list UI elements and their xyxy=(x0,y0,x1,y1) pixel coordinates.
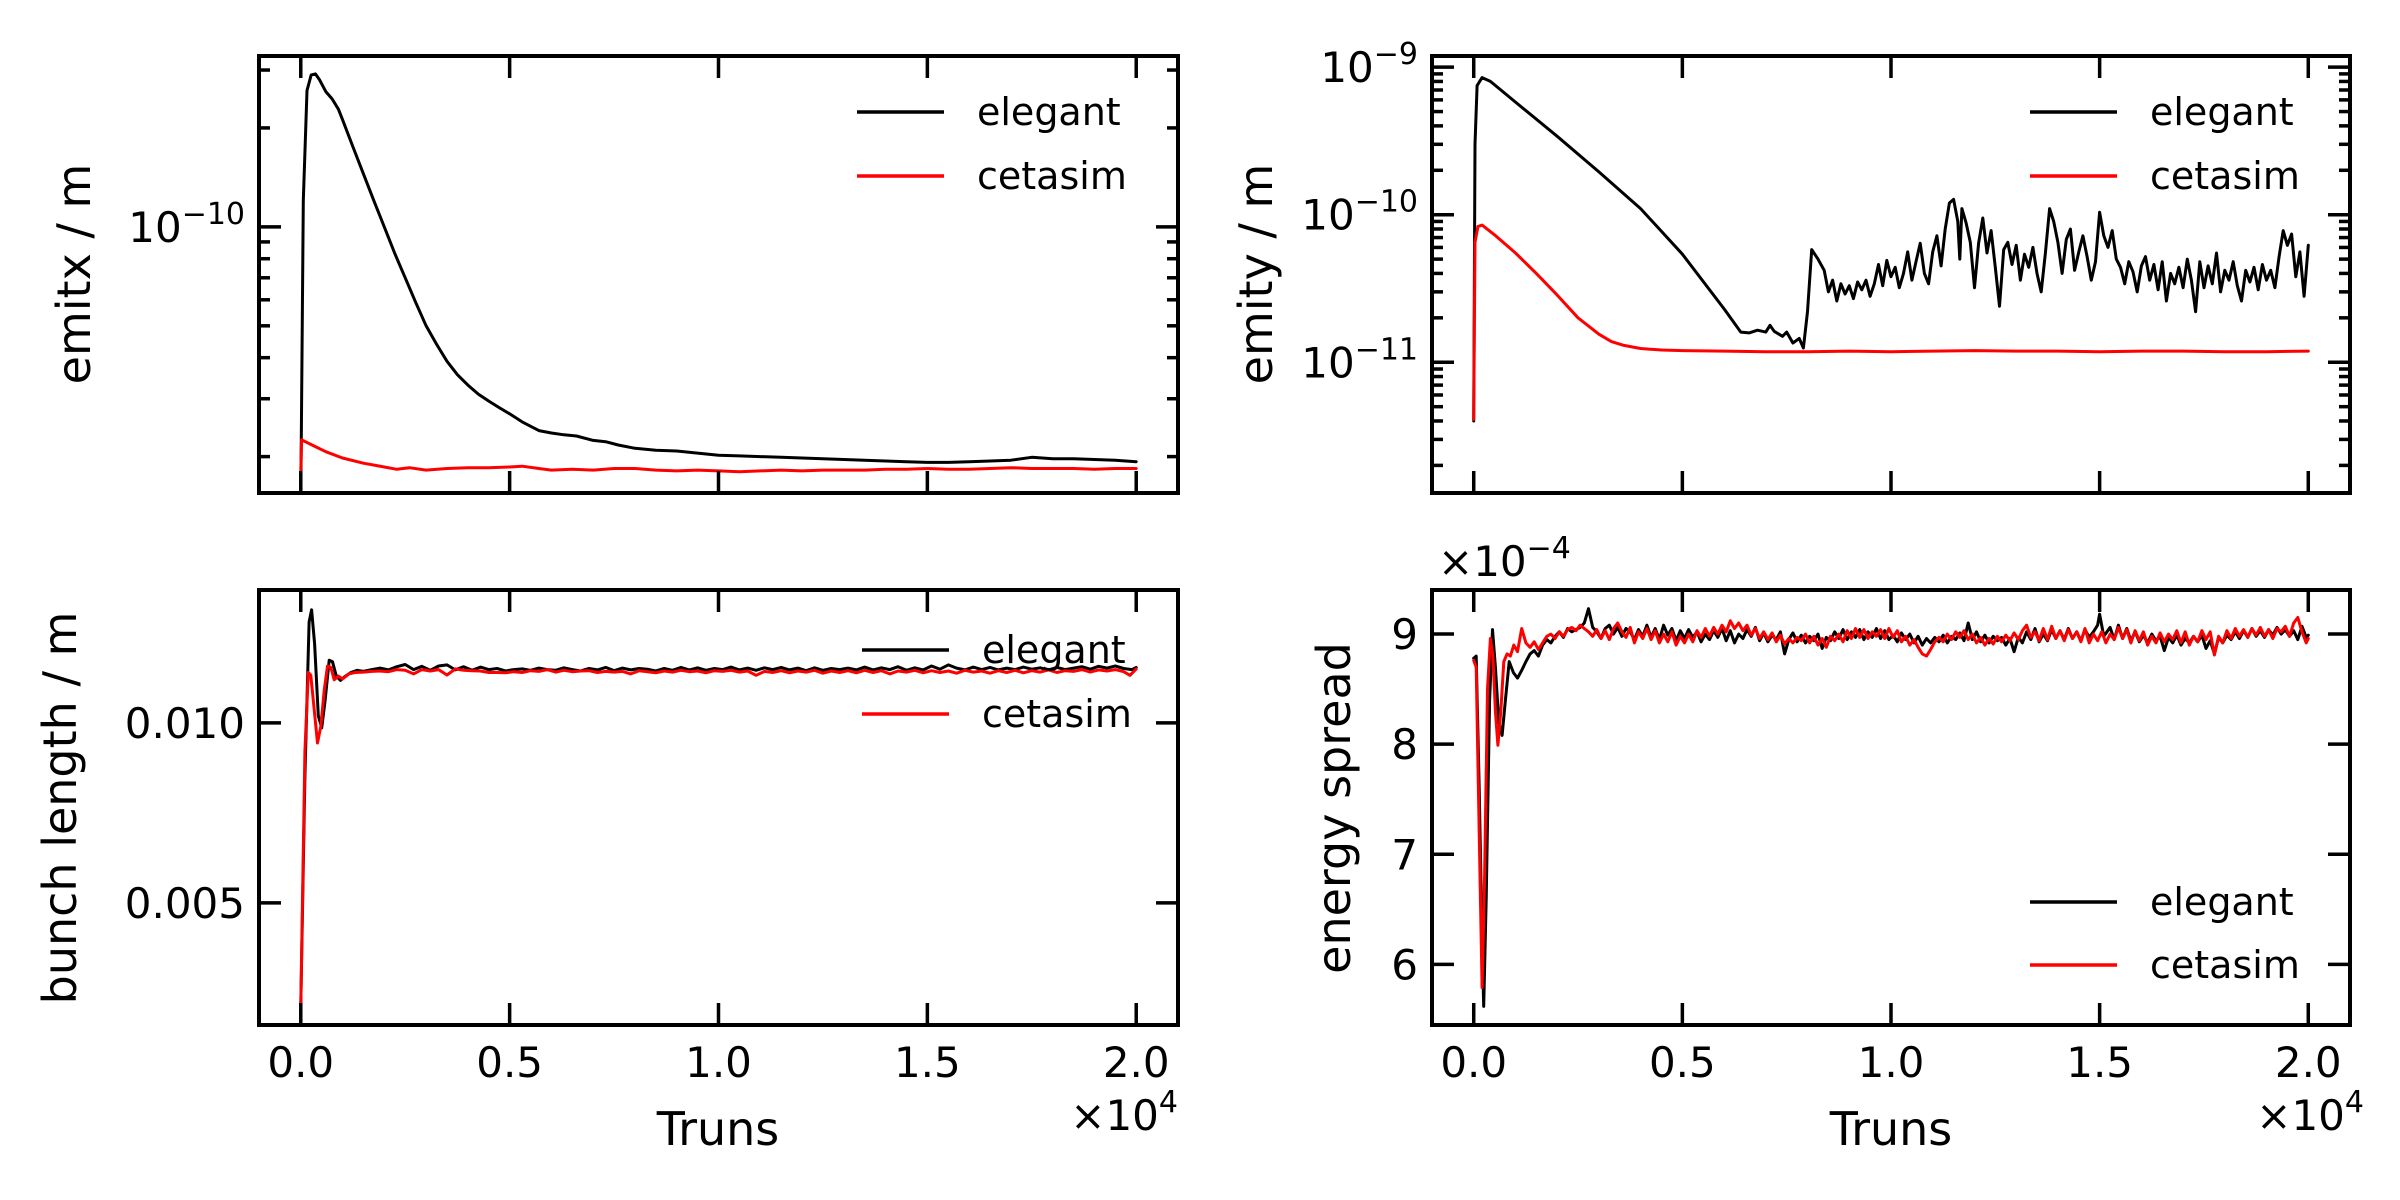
x-tick-label: 0.0 xyxy=(1440,1038,1507,1087)
y-tick-label: 9 xyxy=(1391,610,1418,659)
series-line-cetasim xyxy=(299,664,1138,1007)
axes-frame xyxy=(1430,588,2352,1027)
y-tick-label: 10−10 xyxy=(1301,185,1418,240)
y-axis-label: energy spread xyxy=(1307,642,1361,974)
legend: elegant cetasim xyxy=(2030,880,2300,987)
y-tick-label: 6 xyxy=(1391,940,1418,989)
legend-label-cetasim: cetasim xyxy=(2150,154,2300,198)
series-line-elegant xyxy=(1472,76,2310,423)
ticks-layer xyxy=(1432,590,2350,1025)
x-tick-label: 1.5 xyxy=(2066,1038,2133,1087)
y-tick-label-exponent: −10 xyxy=(1355,185,1418,220)
series-layer xyxy=(1472,76,2310,423)
y-tick-label-exponent: −9 xyxy=(1374,37,1418,72)
y-tick-label: 0.005 xyxy=(125,879,245,928)
series-line-cetasim xyxy=(299,438,1138,474)
y-tick-label: 7 xyxy=(1391,830,1418,879)
axes-frame xyxy=(257,54,1180,495)
x-offset-base: ×10 xyxy=(1070,1091,1159,1140)
y-tick-label-base: 10 xyxy=(128,203,181,252)
series-line-elegant xyxy=(299,608,1138,1007)
ticks-layer xyxy=(259,590,1178,1025)
y-tick-label-base: 10 xyxy=(1301,191,1354,240)
legend-label-elegant: elegant xyxy=(977,90,1121,134)
x-tick-label: 0.5 xyxy=(476,1038,543,1087)
series-layer xyxy=(299,608,1138,1007)
y-tick-label-exponent: −10 xyxy=(182,197,245,232)
x-axis-label: Truns xyxy=(1829,1102,1953,1156)
labels-layer: 0.0 0.5 1.0 1.5 2.0 6 7 8 9 xyxy=(1391,610,2341,1087)
y-tick-label: 8 xyxy=(1391,720,1418,769)
series-line-elegant xyxy=(299,72,1138,493)
y-tick-label-base: 10 xyxy=(1320,43,1373,92)
series-line-cetasim xyxy=(1472,616,2310,990)
series-layer xyxy=(1472,607,2310,1008)
x-tick-label: 1.0 xyxy=(1858,1038,1925,1087)
y-tick-label-base: 10 xyxy=(1301,338,1354,387)
axes-frame xyxy=(257,588,1180,1027)
x-tick-label: 0.0 xyxy=(267,1038,334,1087)
y-axis-label: bunch length / m xyxy=(33,612,87,1005)
y-tick-label: 0.010 xyxy=(125,699,245,748)
x-offset-label: ×104 xyxy=(1070,1085,1178,1140)
panel-bunch-length: 0.0 0.5 1.0 1.5 2.0 0.005 0.010 bunch length /… xyxy=(33,588,1180,1156)
x-axis-label: Truns xyxy=(656,1102,780,1156)
legend: elegant cetasim xyxy=(862,628,1132,736)
legend-label-cetasim: cetasim xyxy=(2150,943,2300,987)
x-offset-exponent: 4 xyxy=(1159,1085,1178,1120)
y-axis-label: emitx / m xyxy=(47,164,101,385)
y-offset-exponent: −4 xyxy=(1527,531,1571,566)
series-layer xyxy=(299,72,1138,493)
labels-layer: 10−10 xyxy=(128,197,245,252)
y-offset-base: ×10 xyxy=(1438,537,1527,586)
legend-label-cetasim: cetasim xyxy=(982,692,1132,736)
y-tick-label: 10−9 xyxy=(1320,37,1418,92)
x-offset-label: ×104 xyxy=(2256,1085,2364,1140)
x-offset-base: ×10 xyxy=(2256,1091,2345,1140)
series-line-cetasim xyxy=(1472,223,2310,421)
x-tick-label: 2.0 xyxy=(2275,1038,2342,1087)
y-axis-label: emity / m xyxy=(1229,164,1283,385)
y-offset-label: ×10−4 xyxy=(1438,531,1571,586)
legend: elegant cetasim xyxy=(857,90,1127,198)
x-offset-exponent: 4 xyxy=(2345,1085,2364,1120)
legend-label-cetasim: cetasim xyxy=(977,154,1127,198)
ticks-layer xyxy=(259,56,1178,493)
labels-layer: 0.0 0.5 1.0 1.5 2.0 0.005 0.010 xyxy=(125,699,1170,1087)
y-tick-label-exponent: −11 xyxy=(1355,332,1418,367)
legend-label-elegant: elegant xyxy=(2150,880,2294,924)
panel-emitx: 10−10 emitx / m elegant cetasim xyxy=(47,54,1180,495)
x-tick-label: 2.0 xyxy=(1103,1038,1170,1087)
legend: elegant cetasim xyxy=(2030,90,2300,198)
legend-label-elegant: elegant xyxy=(2150,90,2294,134)
x-tick-label: 1.5 xyxy=(894,1038,961,1087)
x-tick-label: 0.5 xyxy=(1649,1038,1716,1087)
y-tick-label: 10−10 xyxy=(128,197,245,252)
y-tick-label: 10−11 xyxy=(1301,332,1418,387)
legend-label-elegant: elegant xyxy=(982,628,1126,672)
x-tick-label: 1.0 xyxy=(685,1038,752,1087)
axes-frame xyxy=(1430,54,2352,495)
